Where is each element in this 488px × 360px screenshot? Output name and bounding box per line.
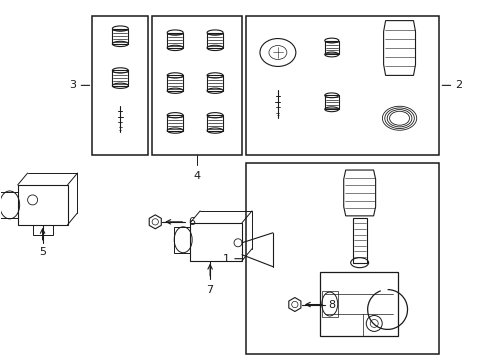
Bar bbox=[0, 192, 18, 218]
Bar bbox=[167, 115, 183, 131]
Bar bbox=[33, 225, 52, 235]
Bar bbox=[152, 15, 242, 155]
Bar bbox=[190, 223, 242, 261]
Text: 2: 2 bbox=[454, 80, 462, 90]
Bar bbox=[174, 227, 190, 253]
Bar bbox=[18, 185, 67, 225]
Text: 5: 5 bbox=[39, 247, 46, 257]
Bar bbox=[207, 32, 223, 48]
Bar bbox=[112, 71, 128, 86]
Bar bbox=[112, 28, 128, 44]
Bar bbox=[352, 218, 366, 263]
Text: 7: 7 bbox=[206, 285, 213, 294]
Text: 6: 6 bbox=[188, 217, 195, 227]
Bar bbox=[324, 95, 338, 109]
Text: 4: 4 bbox=[193, 171, 200, 181]
Bar bbox=[321, 291, 337, 317]
Bar bbox=[245, 15, 439, 155]
Bar bbox=[167, 32, 183, 48]
Bar bbox=[319, 272, 397, 336]
Text: 3: 3 bbox=[69, 80, 76, 90]
Bar bbox=[207, 115, 223, 131]
Bar bbox=[167, 75, 183, 91]
Bar bbox=[207, 75, 223, 91]
Bar bbox=[245, 163, 439, 354]
Bar bbox=[92, 15, 148, 155]
Text: 8: 8 bbox=[327, 300, 334, 310]
Text: 1: 1 bbox=[223, 254, 229, 264]
Bar bbox=[324, 41, 338, 54]
